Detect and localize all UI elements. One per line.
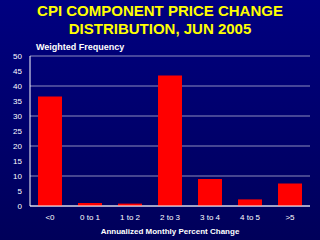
html-text:CPI COMPONENT PRICE CHANGE DIS: CPI COMPONENT PRICE CHANGE DISTRIBUTION,… <box>37 2 283 37</box>
svg-text:0 to 1: 0 to 1 <box>80 213 101 222</box>
svg-text:30: 30 <box>13 112 22 121</box>
svg-text:<0: <0 <box>45 213 55 222</box>
svg-text:>5: >5 <box>285 213 295 222</box>
svg-text:2 to 3: 2 to 3 <box>160 213 181 222</box>
svg-text:1 to 2: 1 to 2 <box>120 213 141 222</box>
svg-text:Annualized Monthly Percent Cha: Annualized Monthly Percent Change <box>101 227 240 236</box>
svg-text:40: 40 <box>13 82 22 91</box>
svg-text:5: 5 <box>18 187 23 196</box>
svg-text:50: 50 <box>13 52 22 61</box>
svg-text:4 to 5: 4 to 5 <box>240 213 261 222</box>
svg-text:35: 35 <box>13 97 22 106</box>
html-text:Weighted Frequency: Weighted Frequency <box>36 42 125 52</box>
svg-text:0: 0 <box>18 202 23 211</box>
svg-text:25: 25 <box>13 127 22 136</box>
svg-text:20: 20 <box>13 142 22 151</box>
svg-text:45: 45 <box>13 67 22 76</box>
svg-text:10: 10 <box>13 172 22 181</box>
svg-text:3 to 4: 3 to 4 <box>200 213 221 222</box>
svg-text:15: 15 <box>13 157 22 166</box>
